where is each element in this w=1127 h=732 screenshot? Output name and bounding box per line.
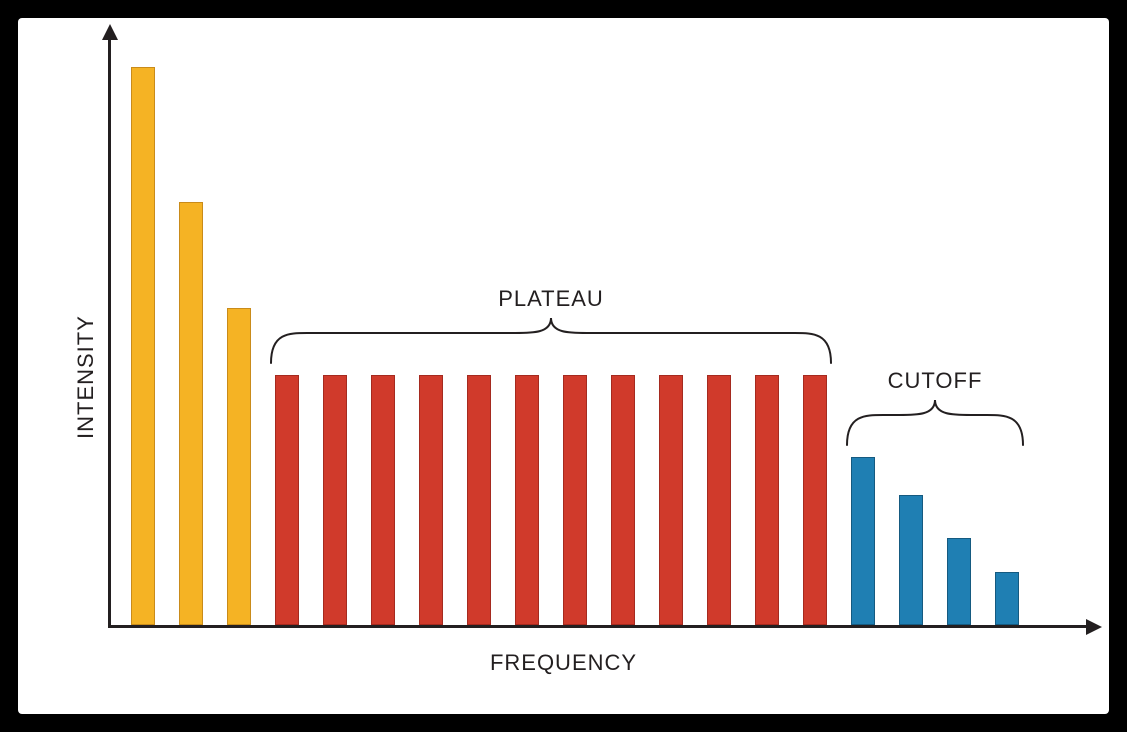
bar-plateau (515, 375, 539, 625)
bar-plateau (419, 375, 443, 625)
bar-plateau (803, 375, 827, 625)
plateau-brace-icon (267, 316, 835, 365)
bar-plateau (323, 375, 347, 625)
bar-cutoff (947, 538, 971, 625)
chart-frame: PLATEAU CUTOFF INTENSITY FREQUENCY (18, 18, 1109, 714)
bar-peak (131, 67, 155, 625)
bar-plateau (371, 375, 395, 625)
bar-plateau (275, 375, 299, 625)
bar-cutoff (899, 495, 923, 625)
bar-plateau (563, 375, 587, 625)
cutoff-brace-icon (843, 398, 1027, 447)
bar-cutoff (851, 457, 875, 625)
bar-plateau (707, 375, 731, 625)
plateau-label: PLATEAU (271, 286, 831, 312)
plot-area: PLATEAU CUTOFF (108, 38, 1088, 628)
bar-plateau (659, 375, 683, 625)
bar-plateau (611, 375, 635, 625)
x-axis-arrow-icon (1086, 619, 1102, 635)
cutoff-label: CUTOFF (847, 368, 1023, 394)
y-axis-label: INTENSITY (73, 315, 99, 439)
bar-peak (227, 308, 251, 625)
bar-peak (179, 202, 203, 625)
x-axis-label: FREQUENCY (18, 650, 1109, 676)
bar-plateau (467, 375, 491, 625)
bar-cutoff (995, 572, 1019, 625)
bar-plateau (755, 375, 779, 625)
